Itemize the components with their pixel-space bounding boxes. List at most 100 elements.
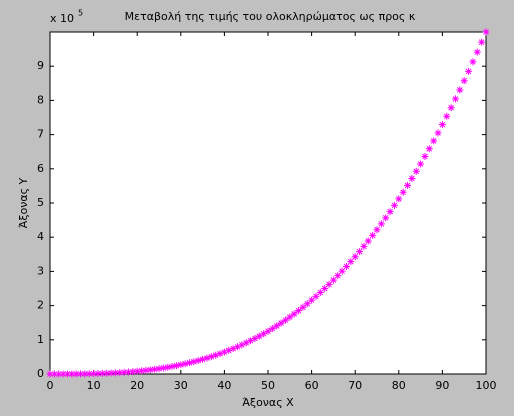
- data-point: [207, 353, 215, 361]
- data-point: [50, 370, 58, 378]
- data-point: [260, 330, 268, 338]
- data-point: [199, 355, 207, 363]
- x-axis-label: Άξονας Χ: [242, 396, 294, 409]
- data-point: [225, 346, 233, 354]
- data-point: [186, 359, 194, 367]
- data-point: [72, 370, 80, 378]
- data-point: [438, 121, 446, 129]
- data-point: [107, 369, 115, 377]
- data-point: [59, 370, 67, 378]
- data-point: [216, 350, 224, 358]
- y-tick-label: 5: [37, 196, 44, 209]
- data-point: [233, 343, 241, 351]
- y-multiplier: x 10: [50, 12, 74, 25]
- data-point: [94, 370, 102, 378]
- data-point: [181, 360, 189, 368]
- data-point: [404, 181, 412, 189]
- data-point: [356, 248, 364, 256]
- data-point: [395, 195, 403, 203]
- data-point: [111, 369, 119, 377]
- data-point: [303, 300, 311, 308]
- data-point: [238, 341, 246, 349]
- data-point: [460, 77, 468, 85]
- x-tick-label: 20: [130, 379, 144, 392]
- y-tick-label: 4: [37, 230, 44, 243]
- data-point: [425, 145, 433, 153]
- data-point: [203, 354, 211, 362]
- data-point: [77, 370, 85, 378]
- data-point: [172, 362, 180, 370]
- data-point: [456, 86, 464, 94]
- y-tick-label: 2: [37, 299, 44, 312]
- x-tick-label: 30: [174, 379, 188, 392]
- data-point: [443, 112, 451, 120]
- data-point: [138, 367, 146, 375]
- data-point: [290, 310, 298, 318]
- data-point: [155, 365, 163, 373]
- y-tick-label: 9: [37, 59, 44, 72]
- data-point: [390, 201, 398, 209]
- data-point: [98, 369, 106, 377]
- data-point: [299, 303, 307, 311]
- data-point: [273, 322, 281, 330]
- data-point: [255, 332, 263, 340]
- plot-area: [49, 31, 487, 375]
- data-point: [308, 296, 316, 304]
- data-point: [146, 366, 154, 374]
- data-point: [120, 368, 128, 376]
- y-tick-label: 8: [37, 93, 44, 106]
- data-point: [142, 366, 150, 374]
- data-point: [159, 364, 167, 372]
- data-point: [124, 368, 132, 376]
- x-tick-label: 70: [348, 379, 362, 392]
- data-point: [90, 370, 98, 378]
- data-point: [334, 272, 342, 280]
- y-tick-label: 0: [37, 367, 44, 380]
- data-point: [338, 267, 346, 275]
- data-point: [268, 325, 276, 333]
- data-point: [373, 226, 381, 234]
- x-tick-label: 80: [392, 379, 406, 392]
- data-point: [360, 242, 368, 250]
- chart-title: Μεταβολή της τιμής του ολοκληρώματος ως …: [125, 10, 416, 23]
- data-point: [281, 316, 289, 324]
- x-tick-label: 100: [476, 379, 497, 392]
- data-point: [421, 152, 429, 160]
- data-point: [369, 231, 377, 239]
- data-point: [247, 337, 255, 345]
- data-point: [447, 104, 455, 112]
- data-point: [386, 208, 394, 216]
- data-point: [81, 370, 89, 378]
- data-point: [321, 284, 329, 292]
- data-point: [277, 319, 285, 327]
- y-tick-label: 1: [37, 333, 44, 346]
- data-point: [194, 357, 202, 365]
- data-point: [399, 188, 407, 196]
- data-point: [451, 95, 459, 103]
- data-point: [482, 28, 490, 36]
- data-point: [364, 237, 372, 245]
- data-point: [316, 288, 324, 296]
- data-point: [177, 361, 185, 369]
- data-point: [55, 370, 63, 378]
- data-point: [351, 253, 359, 261]
- data-point: [133, 367, 141, 375]
- data-point: [342, 262, 350, 270]
- data-point: [68, 370, 76, 378]
- data-point: [168, 362, 176, 370]
- data-point: [412, 167, 420, 175]
- y-tick-label: 3: [37, 264, 44, 277]
- data-point: [220, 348, 228, 356]
- y-tick-label: 7: [37, 128, 44, 141]
- data-point: [408, 174, 416, 182]
- data-point: [325, 280, 333, 288]
- data-point: [329, 276, 337, 284]
- data-point: [295, 307, 303, 315]
- data-point: [478, 38, 486, 46]
- data-point: [430, 137, 438, 145]
- data-point: [473, 48, 481, 56]
- data-point: [347, 258, 355, 266]
- data-point: [212, 351, 220, 359]
- data-point: [377, 220, 385, 228]
